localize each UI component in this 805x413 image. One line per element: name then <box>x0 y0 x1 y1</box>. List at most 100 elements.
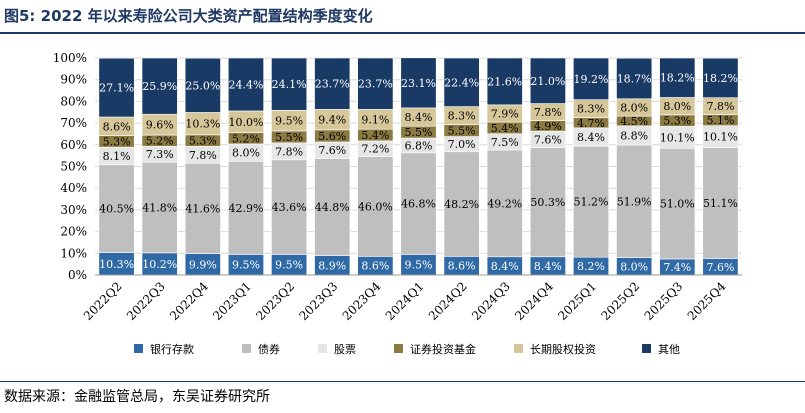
x-tick-label: 2022Q3 <box>124 279 168 323</box>
bar-segment <box>400 57 437 109</box>
data-label: 23.7% <box>315 78 350 91</box>
y-tick-label: 10% <box>60 246 87 260</box>
data-label: 4.5% <box>620 115 648 128</box>
bar-segment <box>314 158 351 256</box>
data-label: 22.4% <box>444 76 479 89</box>
y-tick-label: 60% <box>60 138 87 152</box>
data-label: 4.9% <box>534 120 562 133</box>
x-tick-label: 2023Q2 <box>253 279 297 323</box>
data-label: 9.5% <box>275 115 303 128</box>
bar-segment <box>98 164 135 253</box>
bar-segment <box>486 57 523 106</box>
data-label: 7.4% <box>663 261 691 274</box>
data-label: 5.4% <box>491 122 519 135</box>
data-label: 7.9% <box>491 107 519 120</box>
bar-segment <box>486 149 523 258</box>
y-tick-label: 50% <box>60 160 87 174</box>
data-label: 8.2% <box>577 260 605 273</box>
stacked-bar-chart: 10.3% 40.5% 8.1% 5.3% 8.6% 27.1% 10.2% 41.8% 7.3… <box>53 51 742 356</box>
data-label: 8.6% <box>361 260 389 273</box>
data-label: 41.8% <box>142 202 177 215</box>
data-label: 10.3% <box>99 258 134 271</box>
data-label: 6.8% <box>405 139 433 152</box>
data-label: 9.4% <box>318 114 346 127</box>
data-label: 9.5% <box>275 259 303 272</box>
legend-label: 其他 <box>658 343 680 356</box>
bar-segment <box>659 57 696 98</box>
bar-segment <box>357 57 394 110</box>
data-label: 8.4% <box>577 131 605 144</box>
bar-segment <box>616 57 653 100</box>
y-tick-label: 100% <box>53 51 87 65</box>
legend-swatch <box>242 344 251 353</box>
x-tick-label: 2024Q4 <box>512 279 556 323</box>
bar-segment <box>314 57 351 110</box>
legend-swatch <box>642 344 651 353</box>
data-label: 8.6% <box>448 260 476 273</box>
data-label: 51.1% <box>703 197 738 210</box>
bar-segment <box>702 147 739 259</box>
bar-segment <box>400 152 437 255</box>
bar-segment <box>659 147 696 260</box>
bar-segment <box>573 145 610 258</box>
bar-segment <box>227 160 264 255</box>
data-label: 7.8% <box>189 149 217 162</box>
data-label: 18.2% <box>660 72 695 85</box>
bar-segment <box>227 57 264 112</box>
bar-segment <box>271 159 308 255</box>
data-label: 5.1% <box>706 114 734 127</box>
data-label: 44.8% <box>315 201 350 214</box>
data-label: 46.0% <box>358 200 393 213</box>
bars-layer <box>98 57 739 276</box>
legend-swatch <box>318 344 327 353</box>
y-tick-label: 90% <box>60 73 87 87</box>
legend: 银行存款 债券 股票 证券投资基金 长期股权投资 其他 <box>134 342 680 356</box>
x-tick-label: 2022Q2 <box>81 279 125 323</box>
data-label: 5.3% <box>189 135 217 148</box>
x-tick-label: 2023Q4 <box>340 279 384 323</box>
data-label: 8.4% <box>405 111 433 124</box>
data-label: 5.5% <box>405 126 433 139</box>
data-label: 18.2% <box>703 72 738 85</box>
y-tick-label: 80% <box>60 94 87 108</box>
data-label: 9.5% <box>405 259 433 272</box>
y-tick-label: 30% <box>60 203 87 217</box>
data-label: 8.3% <box>448 110 476 123</box>
y-tick-label: 20% <box>60 225 87 239</box>
bar-segment <box>141 161 178 254</box>
data-label: 10.1% <box>703 131 738 144</box>
data-label: 43.6% <box>272 201 307 214</box>
data-label: 7.8% <box>275 145 303 158</box>
data-label: 50.3% <box>530 196 565 209</box>
data-label: 8.0% <box>232 147 260 160</box>
bar-segment <box>529 147 566 258</box>
x-tick-label: 2024Q1 <box>383 279 427 323</box>
data-label: 40.5% <box>99 203 134 216</box>
data-label: 10.3% <box>185 118 220 131</box>
data-label: 7.0% <box>448 138 476 151</box>
data-label: 8.0% <box>620 101 648 114</box>
bar-segment <box>98 57 135 118</box>
legend-swatch <box>514 344 523 353</box>
data-label: 8.1% <box>103 150 131 163</box>
legend-label: 银行存款 <box>150 342 194 356</box>
data-label: 24.4% <box>228 78 263 91</box>
legend-label: 长期股权投资 <box>530 342 596 356</box>
x-tick-label: 2025Q1 <box>555 279 599 323</box>
data-label: 8.4% <box>491 260 519 273</box>
bar-segment <box>184 162 221 254</box>
bar-segment <box>184 57 221 113</box>
data-label: 7.6% <box>318 144 346 157</box>
data-label: 5.2% <box>232 132 260 145</box>
data-label: 51.9% <box>617 195 652 208</box>
bar-segment <box>702 57 739 99</box>
data-label: 19.2% <box>574 73 609 86</box>
data-label: 48.2% <box>444 198 479 211</box>
legend-label: 证券投资基金 <box>410 342 476 356</box>
legend-swatch <box>394 344 403 353</box>
data-label: 5.5% <box>448 125 476 138</box>
bar-segment <box>443 57 480 107</box>
data-label: 5.6% <box>318 130 346 143</box>
data-label: 27.1% <box>99 82 134 95</box>
data-label: 4.7% <box>577 117 605 130</box>
